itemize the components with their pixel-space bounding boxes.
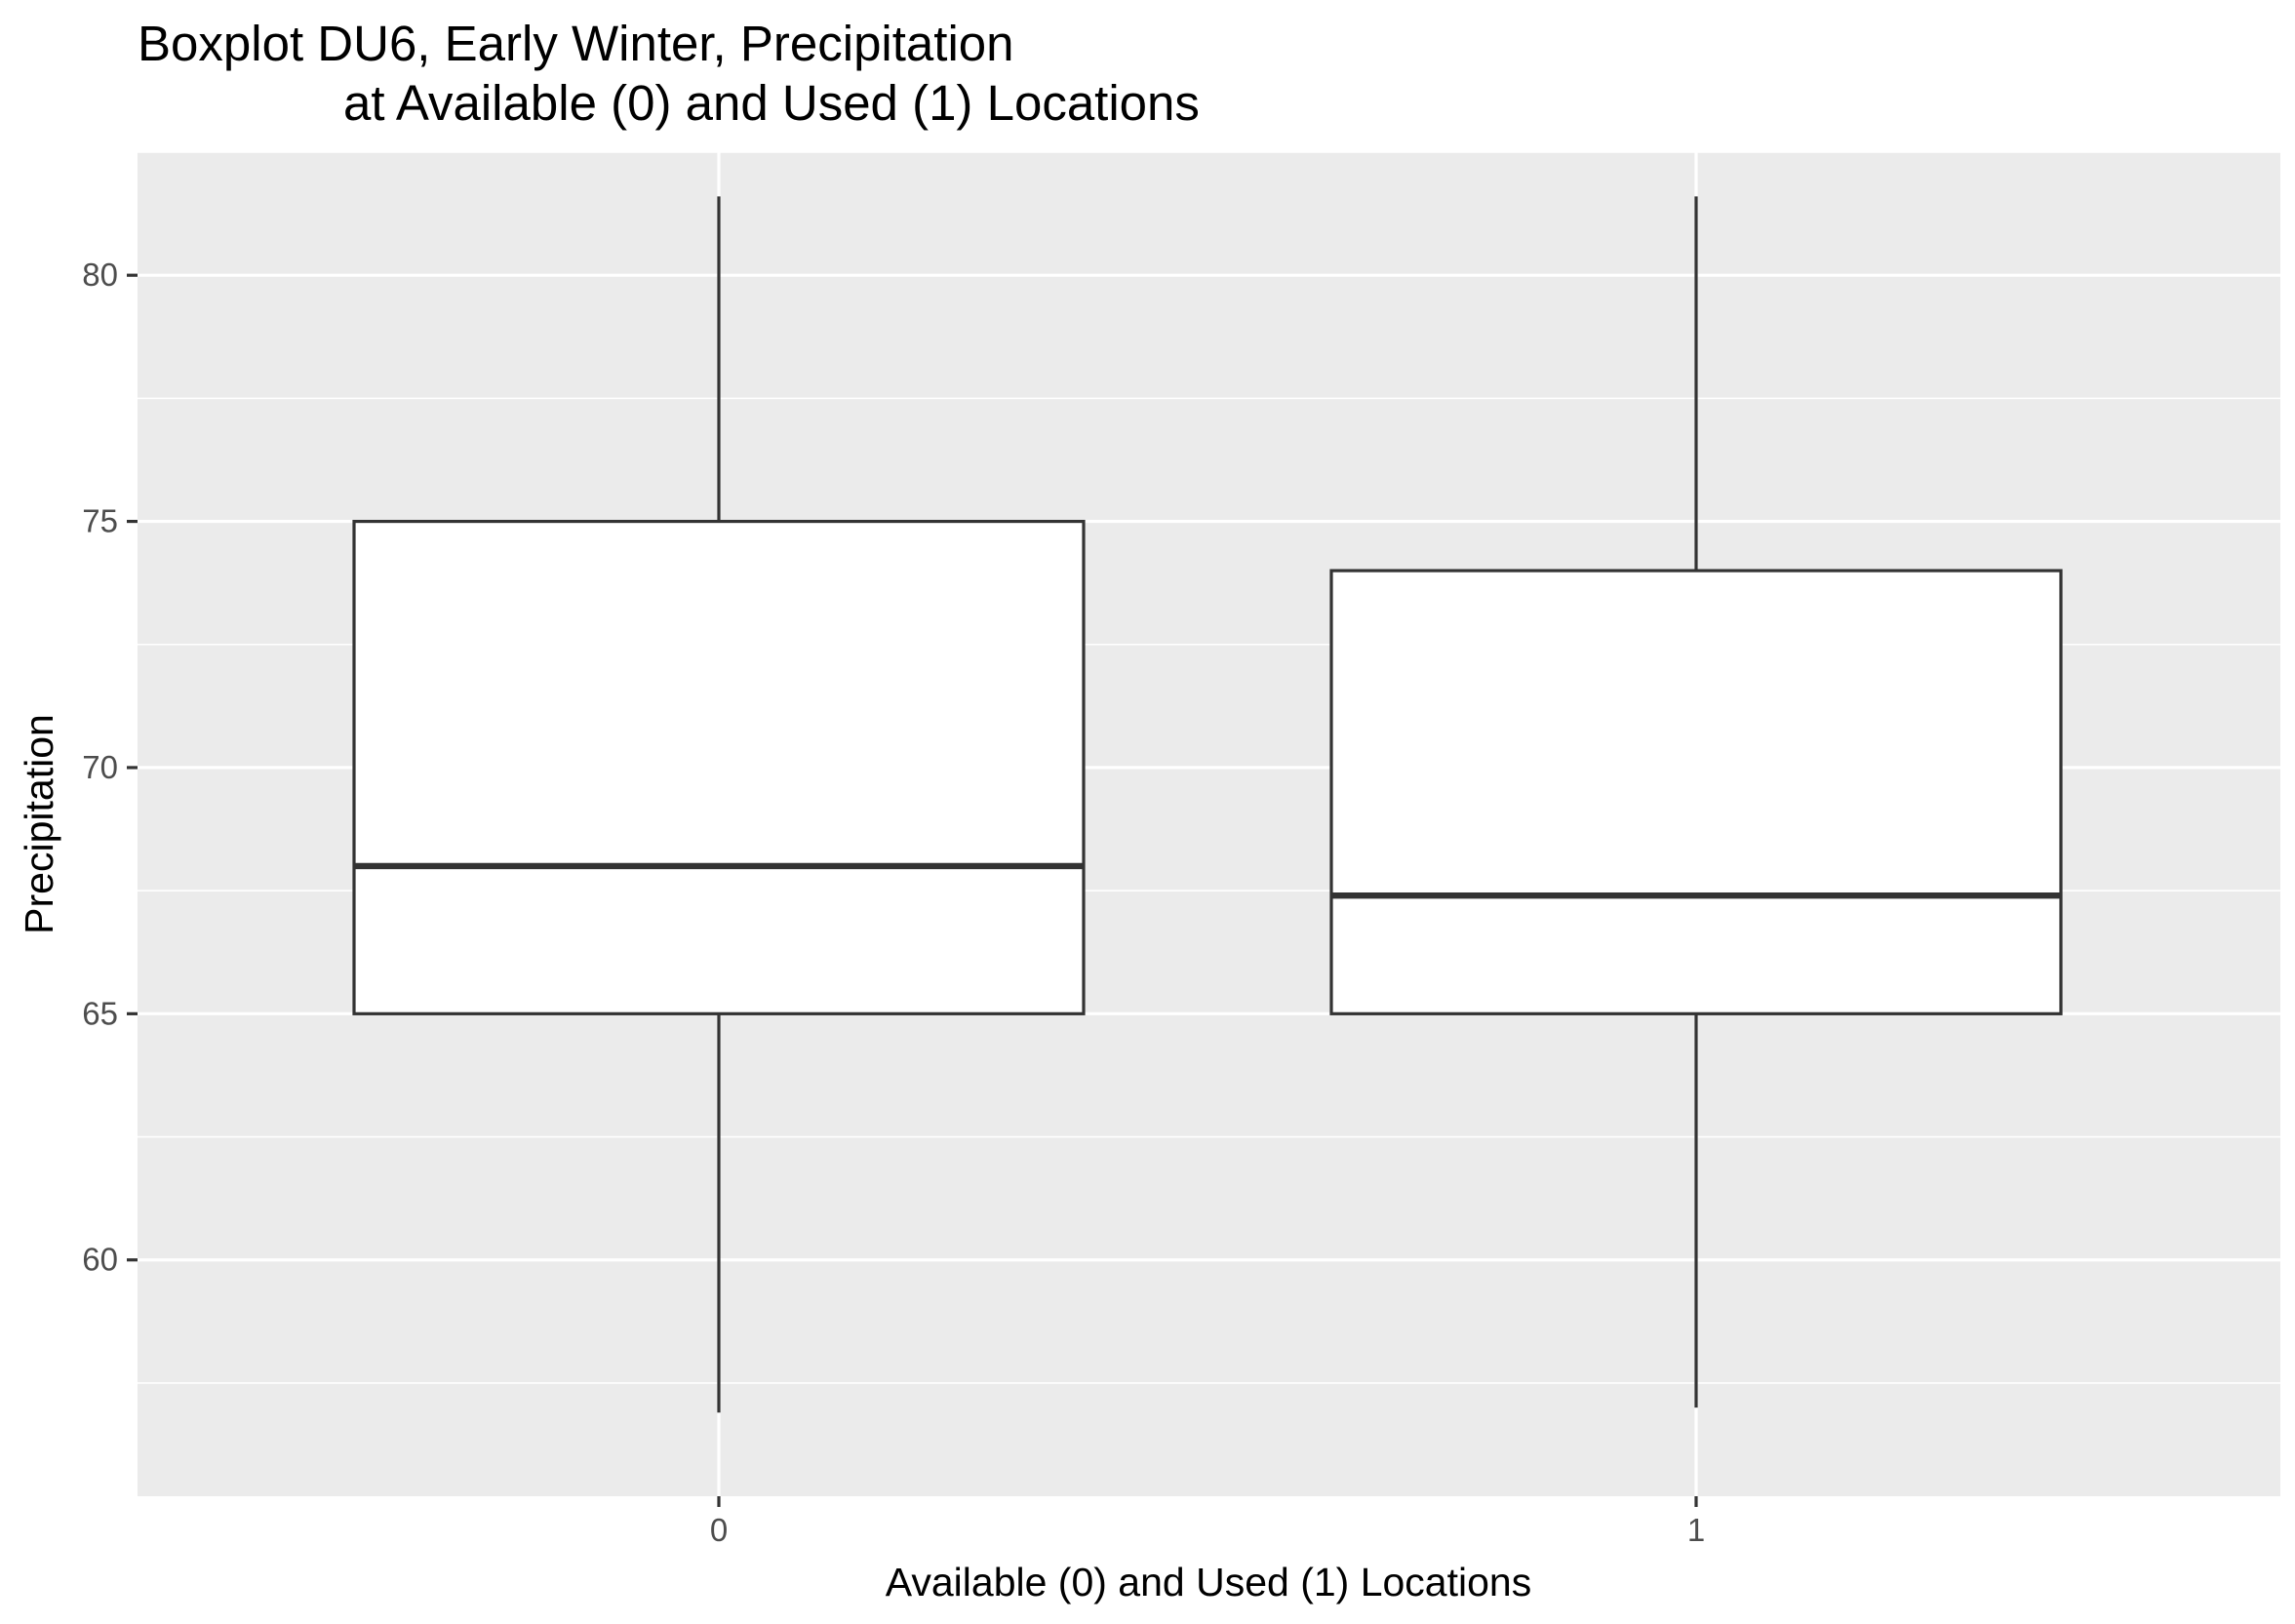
box-1 [1329,196,2063,1408]
box-0 [352,196,1086,1413]
chart-title-line1: Boxplot DU6, Early Winter, Precipitation [138,16,1014,71]
y-tick-label: 65 [82,995,118,1031]
y-axis-title: Precipitation [17,714,61,934]
y-tick-label: 75 [82,503,118,539]
box-layer [352,196,2063,1413]
x-tick-label: 0 [710,1512,728,1548]
box-iqr [352,519,1086,1015]
chart-title-line2: at Available (0) and Used (1) Locations [343,75,1200,131]
y-tick-label: 70 [82,749,118,785]
axis-layer: 60 65 70 75 80 0 1 [82,257,1705,1548]
x-tick-label: 1 [1687,1512,1705,1548]
y-tick-label: 60 [82,1242,118,1278]
box-iqr [1329,569,2063,1015]
y-tick-label: 80 [82,257,118,293]
x-axis-title: Available (0) and Used (1) Locations [886,1560,1531,1604]
